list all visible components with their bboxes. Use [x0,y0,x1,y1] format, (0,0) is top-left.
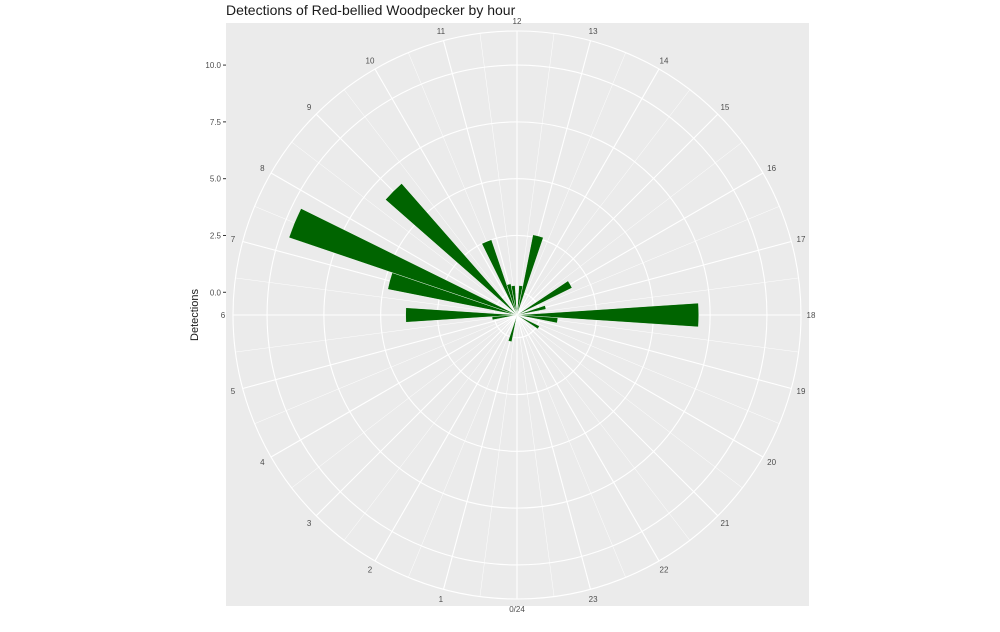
bar-series [288,183,699,342]
grid-spoke [374,68,518,316]
grid-minor-spoke [516,206,780,316]
bar [516,314,559,324]
bar [516,302,699,328]
bar [507,314,518,342]
hour-label: 3 [307,519,312,528]
hour-label: 19 [797,387,806,396]
grid-spoke [442,40,518,316]
grid-spoke [374,314,518,562]
grid-minor-spoke [516,314,691,541]
hour-label: 18 [807,311,816,320]
grid-minor-spoke [516,141,743,316]
hour-label: 4 [260,458,265,467]
grid-minor-spoke [516,314,799,353]
hour-label: 17 [797,235,806,244]
hour-label: 14 [660,56,669,65]
grid-spoke [270,172,518,316]
hour-label: 8 [260,164,265,173]
grid-spoke [516,68,660,316]
grid-spoke [516,314,719,517]
bar [491,314,518,321]
grid-spoke [270,314,518,458]
grid-minor-spoke [479,33,518,316]
grid-spoke [516,314,792,390]
hour-label: 1 [439,595,444,604]
bar [405,307,518,323]
grid-spoke [242,314,518,390]
grid-spoke [442,314,518,590]
hour-label: 11 [437,27,446,36]
y-axis-title: Detections [189,289,201,341]
bar [506,283,518,316]
hour-label: 10 [366,56,375,65]
y-axis: 0.0 2.5 5.0 7.5 10.0 [205,61,226,297]
grid-minor-spoke [516,52,626,316]
y-tick-label: 5.0 [210,175,222,184]
bar [288,208,518,316]
grid-spoke [315,314,518,517]
grid-minor-spoke [235,277,518,316]
chart-title: Detections of Red-bellied Woodpecker by … [226,2,516,18]
y-tick-label: 2.5 [210,231,222,240]
hour-label: 9 [307,103,312,112]
hour-label: 15 [720,103,729,112]
grid-spoke [516,314,660,562]
grid-spoke [516,314,592,590]
hour-label: 5 [231,387,236,396]
grid-minor-spoke [291,141,518,316]
grid-minor-spoke [291,314,518,489]
hour-label: 22 [660,566,669,575]
grid-spoke [516,240,792,316]
grid-minor-spoke [408,314,518,578]
bar [516,280,573,316]
bar [385,183,518,316]
bar [516,305,547,316]
hour-label: 16 [767,164,776,173]
hour-label: 2 [368,566,373,575]
grid-minor-spoke [516,33,555,316]
grid-minor-spoke [516,89,691,316]
grid-minor-spoke [516,314,780,424]
hour-label: 0/24 [509,605,525,614]
hour-label: 20 [767,458,776,467]
grid-minor-spoke [343,89,518,316]
grid-spoke [516,113,719,316]
hour-label: 7 [231,235,236,244]
bar [516,234,544,316]
y-tick-label: 0.0 [210,288,222,297]
grid-minor-spoke [516,314,555,597]
hour-label: 13 [589,27,598,36]
grid-minor-spoke [254,314,518,424]
grid-minor-spoke [516,314,743,489]
bar [481,239,518,316]
hour-labels: 0/24123456789101112131415161718192021222… [221,17,816,614]
grid-minor-spoke [343,314,518,541]
grid-spoke [516,314,764,458]
hour-label: 21 [720,519,729,528]
hour-label: 12 [513,17,522,26]
hour-label: 23 [589,595,598,604]
grid-lines [232,30,802,600]
grid-minor-spoke [235,314,518,353]
bar [511,285,518,316]
grid-minor-spoke [516,277,799,316]
grid-minor-spoke [516,314,626,578]
bar [516,314,540,330]
hour-label: 6 [221,311,226,320]
grid-minor-spoke [479,314,518,597]
y-tick-label: 7.5 [210,118,222,127]
y-tick-label: 10.0 [205,61,221,70]
